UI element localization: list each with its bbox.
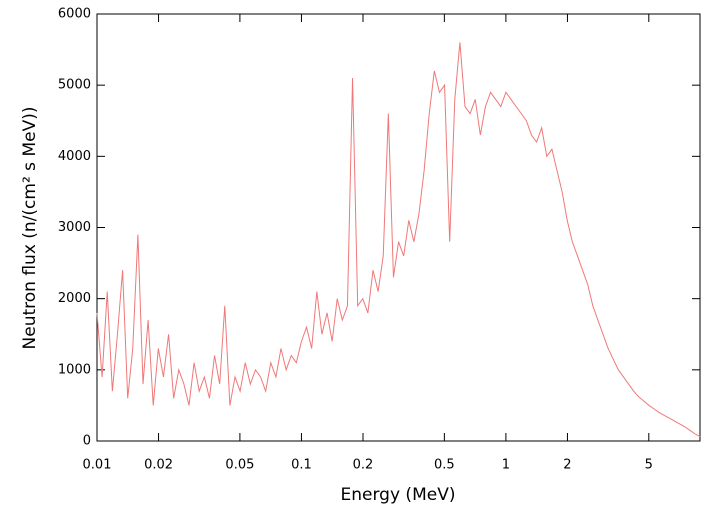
- y-tick-label: 3000: [58, 220, 91, 235]
- x-tick-label: 0.1: [291, 458, 312, 473]
- plot-frame: [96, 13, 701, 442]
- x-tick-label: 1: [502, 458, 510, 473]
- x-axis-label: Energy (MeV): [341, 485, 456, 505]
- y-tick-label: 2000: [58, 291, 91, 306]
- y-axis-label: Neutron flux (n/(cm² s MeV)): [20, 107, 40, 350]
- x-tick-label: 0.02: [144, 458, 173, 473]
- y-tick-label: 6000: [58, 7, 91, 22]
- y-tick-label: 0: [83, 434, 91, 449]
- x-tick-label: 2: [563, 458, 571, 473]
- x-tick-label: 0.05: [225, 458, 254, 473]
- x-tick-label: 5: [645, 458, 653, 473]
- x-tick-label: 0.01: [83, 458, 112, 473]
- flux-line: [96, 42, 701, 438]
- y-tick-label: 1000: [58, 362, 91, 377]
- y-tick-label: 5000: [58, 78, 91, 93]
- y-tick-label: 4000: [58, 149, 91, 164]
- x-tick-label: 0.5: [434, 458, 455, 473]
- x-tick-label: 0.2: [353, 458, 374, 473]
